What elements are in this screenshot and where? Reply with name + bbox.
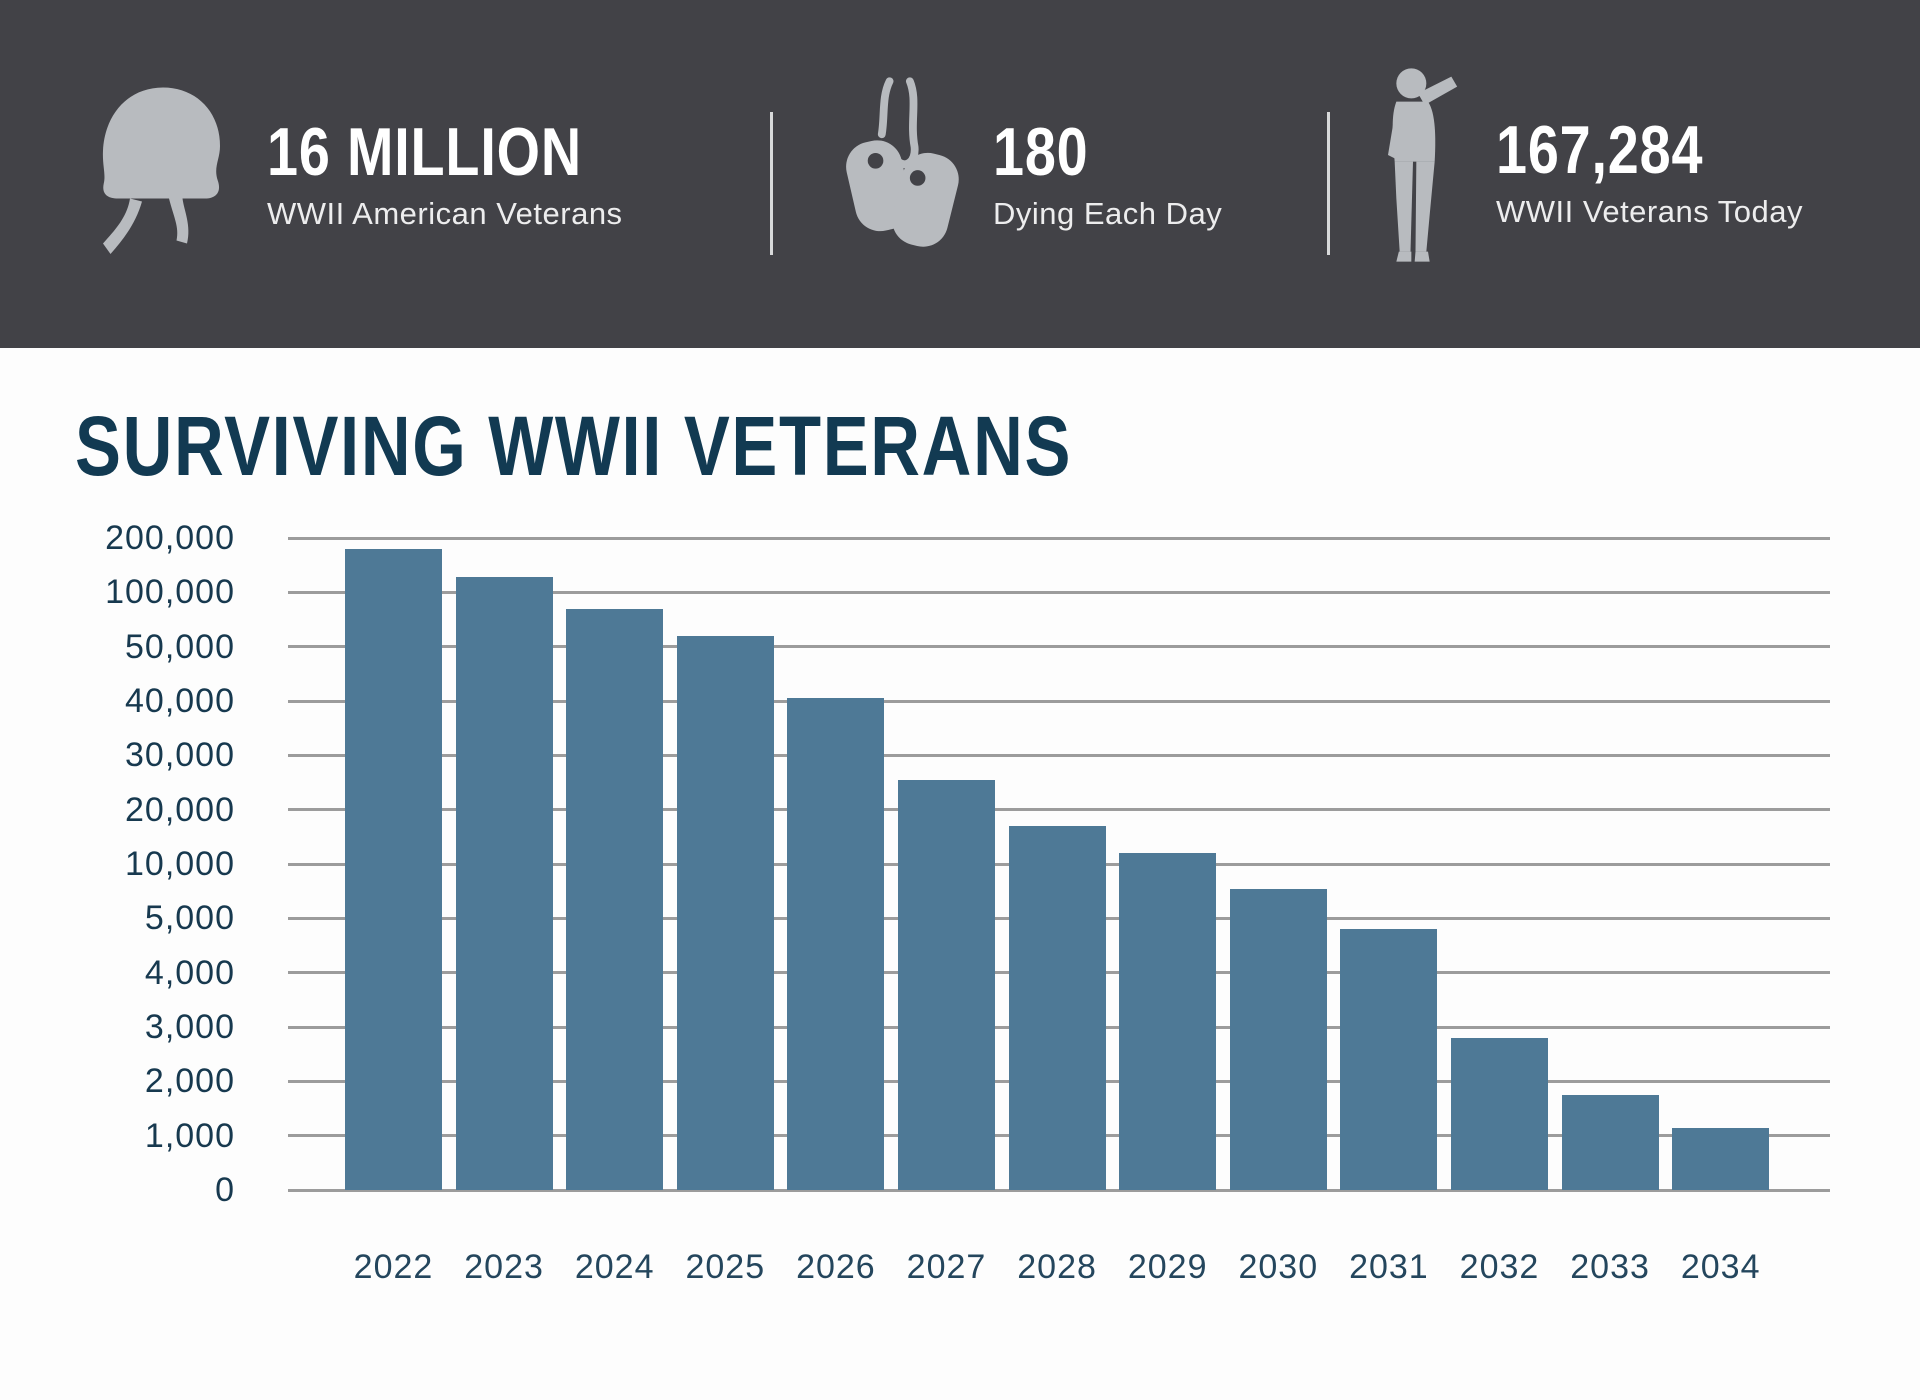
gridline [288,536,1830,540]
gridline [288,1188,1830,1192]
x-axis-tick-label: 2024 [574,1248,655,1286]
x-axis-tick-label: 2026 [796,1248,876,1286]
header-band: 16 MILLION WWII American Veterans [0,0,1920,348]
x-axis-tick-label: 2022 [353,1248,434,1286]
stat-value: 180 [993,114,1089,190]
header-divider [770,112,773,255]
y-axis-tick-label: 0 [215,1171,235,1209]
stat-wwii-veterans-today: 167,284 WWII Veterans Today [1368,65,1803,280]
x-axis-tick-label: 2023 [464,1248,544,1286]
x-axis-tick-label: 2025 [685,1248,766,1286]
y-axis-tick-label: 50,000 [125,627,235,666]
stat-label: WWII Veterans Today [1496,193,1803,229]
x-axis-tick-label: 2031 [1349,1248,1429,1286]
y-axis-tick-label: 3,000 [144,1008,235,1046]
gridline [288,590,1830,594]
y-axis-tick-label: 10,000 [125,845,235,883]
x-axis-tick-label: 2033 [1570,1248,1650,1286]
stat-label: WWII American Veterans [267,196,623,231]
bar-2026 [787,698,885,1190]
stat-wwii-american-veterans: 16 MILLION WWII American Veterans [85,75,651,275]
y-axis-tick-label: 4,000 [144,953,235,992]
gridline [288,753,1830,757]
y-axis-tick-label: 2,000 [144,1062,235,1101]
y-axis-tick-label: 200,000 [105,519,235,557]
dog-tags-icon [838,75,963,275]
bar-2022 [345,548,442,1190]
gridline [288,645,1830,649]
y-axis-tick-label: 20,000 [125,790,235,829]
bar-2031 [1340,929,1438,1190]
y-axis-tick-label: 100,000 [105,573,235,612]
helmet-icon [85,78,235,273]
x-axis-tick-label: 2029 [1127,1248,1208,1286]
bar-2025 [676,635,774,1190]
bar-2029 [1119,853,1217,1190]
x-axis-tick-label: 2028 [1017,1248,1097,1286]
y-axis-tick-label: 5,000 [144,899,235,938]
x-axis-tick-label: 2034 [1680,1248,1761,1286]
stat-label: Dying Each Day [993,196,1223,231]
bar-2024 [566,608,664,1190]
x-axis-tick-label: 2032 [1459,1248,1540,1286]
bar-2034 [1672,1127,1770,1190]
stat-value: 167,284 [1496,111,1704,188]
x-axis-tick-label: 2030 [1238,1248,1319,1286]
bar-2032 [1451,1037,1548,1190]
stat-dying-each-day: 180 Dying Each Day [838,75,1222,275]
bar-2027 [898,779,995,1190]
y-axis-tick-label: 40,000 [125,682,235,720]
bar-2023 [455,577,553,1190]
y-axis-tick-label: 30,000 [125,736,235,775]
gridline [288,699,1830,703]
header-divider [1327,112,1330,255]
stat-value: 16 MILLION [267,114,582,190]
x-axis-tick-label: 2027 [906,1248,987,1286]
chart-title: SURVIVING WWII VETERANS [75,399,1073,493]
bar-2028 [1008,825,1106,1190]
bar-2033 [1561,1094,1659,1190]
saluting-soldier-icon [1368,65,1468,280]
y-axis-tick-label: 1,000 [144,1116,235,1155]
bar-2030 [1229,888,1327,1190]
gridline [288,808,1830,812]
